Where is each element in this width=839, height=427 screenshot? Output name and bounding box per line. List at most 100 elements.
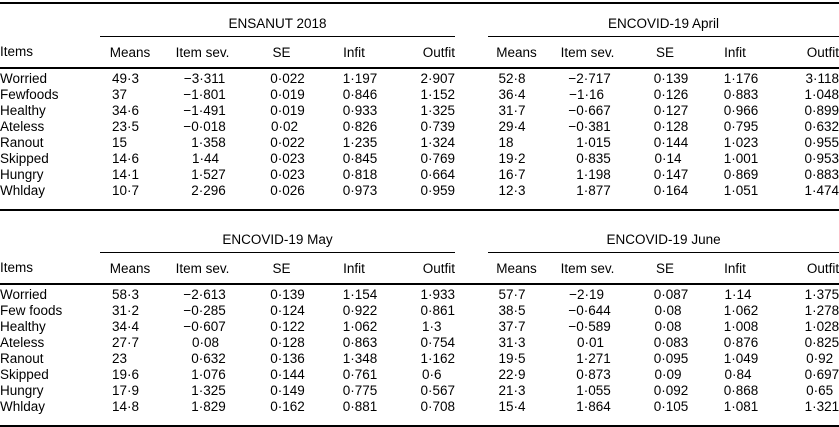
panel-gap (455, 383, 488, 399)
value-cell: 1·062 (342, 319, 378, 334)
value-cell: 0·08 (191, 335, 220, 350)
column-header-row: Items Means Item sev. SE Infit Outfit Me… (0, 252, 839, 285)
row-label: Skipped (0, 151, 49, 166)
value-cell: 0·105 (653, 399, 689, 414)
value-cell: 1·198 (576, 167, 611, 182)
value-cell: 0·868 (723, 383, 759, 398)
value-cell: 0·876 (723, 335, 759, 350)
value-cell: 0·795 (723, 119, 759, 134)
value-cell: −0·381 (568, 119, 611, 134)
row-label: Ateless (0, 335, 45, 350)
value-cell: 0·164 (653, 183, 689, 198)
value-cell: 1·324 (420, 135, 455, 150)
value-cell: 1·933 (420, 287, 456, 302)
row-label: Ranout (0, 351, 44, 366)
value-cell: 1·154 (342, 287, 378, 302)
panel-gap (455, 220, 488, 253)
table-row: Ateless 23·5 −0·018 0·02 0·826 0·739 29·4 −0·38… (0, 119, 839, 135)
value-cell: 0·147 (653, 167, 689, 182)
panel-gap (455, 151, 488, 167)
value-cell: 21·3 (498, 383, 526, 398)
value-cell: 2·296 (191, 183, 226, 198)
value-cell: 1·008 (723, 319, 759, 334)
value-cell: 0·022 (270, 135, 305, 150)
panel-gap (455, 351, 488, 367)
col-header-outfit: Outfit (390, 252, 456, 285)
value-cell: −0·589 (568, 319, 611, 334)
value-cell: 0·139 (270, 287, 305, 302)
value-cell: 57·7 (498, 287, 526, 302)
value-cell: 17·9 (111, 383, 140, 398)
value-cell: 0·826 (342, 119, 378, 134)
value-cell: 0·162 (270, 399, 305, 414)
value-cell: 0·84 (724, 367, 752, 382)
value-cell: 0·835 (576, 151, 611, 166)
value-cell: 31·2 (111, 303, 140, 318)
col-header-outfit: Outfit (390, 36, 455, 69)
panel-gap (455, 303, 488, 319)
row-label: Ranout (0, 135, 44, 150)
panel-gap (455, 167, 488, 183)
value-cell: 10·7 (111, 183, 140, 198)
value-cell: 19·6 (111, 367, 140, 382)
value-cell: 1·055 (576, 383, 611, 398)
table-row: Whlday 14·8 1·829 0·162 0·881 0·708 15·4 1·864 0… (0, 399, 839, 426)
value-cell: 36·4 (498, 87, 526, 102)
value-cell: 1·162 (420, 351, 456, 366)
table-row: Whlday 10·7 2·296 0·026 0·973 0·959 12·3 1·877 0… (0, 183, 839, 210)
value-cell: 1·076 (191, 367, 226, 382)
panel-gap (455, 135, 488, 151)
value-cell: 0·825 (804, 335, 839, 350)
value-cell: 15·4 (498, 399, 526, 414)
value-cell: −1·491 (183, 103, 226, 118)
value-cell: 1·049 (723, 351, 759, 366)
table-row: Ateless 27·7 0·08 0·128 0·863 0·754 31·3 0·01 0 ·… (0, 335, 839, 351)
value-cell: 1·375 (804, 287, 839, 302)
value-cell: 2·907 (420, 71, 455, 86)
panel-gap (455, 335, 488, 351)
corner-cell (0, 3, 100, 37)
row-label: Hungry (0, 167, 44, 182)
row-label: Fewfoods (0, 87, 59, 102)
col-header-se: SE (245, 36, 318, 69)
value-cell: −0·607 (183, 319, 226, 334)
value-cell: 1·001 (723, 151, 759, 166)
value-cell: 0·933 (342, 103, 378, 118)
table-row: Skipped 14·6 1·44 0·023 0·845 0·769 19·2 0·835 0… (0, 151, 839, 167)
table-row: Worried 49·3 −3·311 0·022 1·197 2·907 52·8 −2·7… (0, 68, 839, 87)
table-row: Ranout 23 0·632 0·136 1·348 1·162 19·5 1·271 0·0… (0, 351, 839, 367)
value-cell: 0·754 (420, 335, 456, 350)
value-cell: 0·127 (653, 103, 689, 118)
value-cell: 1·015 (576, 135, 611, 150)
value-cell: 1·527 (191, 167, 226, 182)
value-cell: −1·801 (183, 87, 226, 102)
value-cell: 0·08 (654, 303, 682, 318)
value-cell: 0·664 (420, 167, 455, 182)
value-cell: 0·092 (653, 383, 689, 398)
value-cell: 19·5 (498, 351, 526, 366)
panel-title-encovid-june: ENCOVID-19 June (488, 220, 839, 253)
value-cell: 1·348 (342, 351, 378, 366)
value-cell: 0·567 (420, 383, 456, 398)
value-cell: 0·955 (804, 135, 839, 150)
value-cell: 0·922 (342, 303, 378, 318)
panel-gap (455, 284, 488, 303)
value-cell: 1·44 (191, 151, 220, 166)
value-cell: 0·144 (653, 135, 689, 150)
value-cell: 34·6 (111, 103, 140, 118)
value-cell: 0·095 (653, 351, 689, 366)
col-header-outfit: Outfit (770, 252, 839, 285)
value-cell: 14·1 (111, 167, 140, 182)
panel-title-row: ENCOVID-19 May ENCOVID-19 June (0, 220, 839, 253)
value-cell: 0·083 (653, 335, 689, 350)
value-cell: 18 (498, 135, 514, 150)
value-cell: 0·65 (806, 383, 834, 398)
table-row: Hungry 14·1 1·527 0·023 0·818 0·664 16·7 1·198 0… (0, 167, 839, 183)
col-header-outfit: Outfit (770, 36, 839, 69)
value-cell: 0·899 (804, 103, 839, 118)
value-cell: 1·028 (804, 319, 839, 334)
value-cell: 0·632 (804, 119, 839, 134)
col-header-infit: Infit (318, 36, 390, 69)
panel-gap (455, 3, 488, 37)
col-header-se: SE (630, 252, 701, 285)
